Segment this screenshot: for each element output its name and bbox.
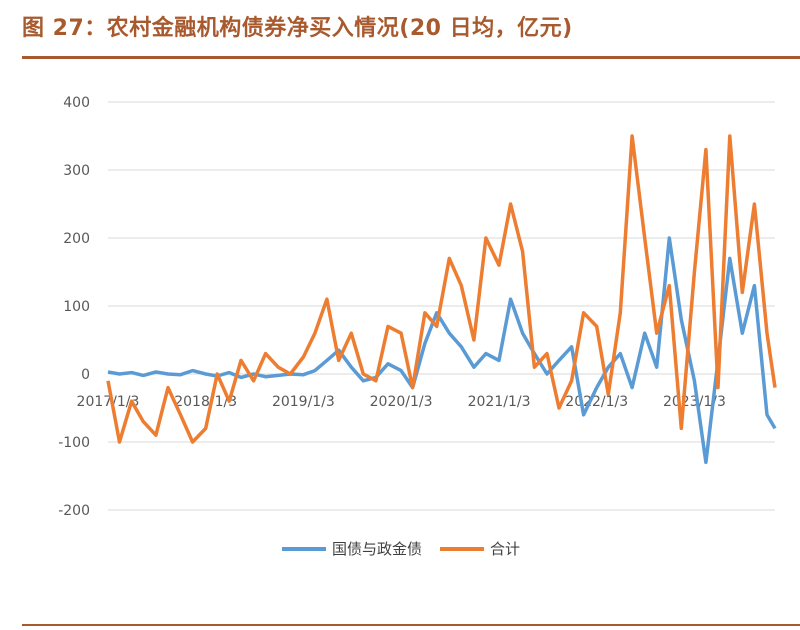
x-tick-label: 2020/1/3 bbox=[370, 394, 433, 410]
y-tick-label: -100 bbox=[58, 435, 90, 451]
figure-title: 图 27：农村金融机构债券净买入情况(20 日均，亿元) bbox=[22, 16, 573, 41]
legend: 国债与政金债 合计 bbox=[282, 538, 538, 559]
legend-item-gov-policy-bonds: 国债与政金债 bbox=[282, 538, 422, 559]
x-tick-label: 2017/1/3 bbox=[77, 394, 140, 410]
gridlines bbox=[108, 101, 775, 511]
legend-label-gov-policy-bonds: 国债与政金债 bbox=[332, 540, 423, 558]
series-lines bbox=[106, 134, 777, 465]
x-tick-label: 2019/1/3 bbox=[272, 394, 335, 410]
x-axis-tick-labels: 2017/1/3 2018/1/3 2019/1/3 2020/1/3 2021/1/3… bbox=[77, 394, 726, 410]
y-tick-label: 0 bbox=[81, 367, 90, 383]
bottom-rule bbox=[22, 624, 800, 626]
x-tick-label: 2023/1/3 bbox=[663, 394, 726, 410]
x-tick-label: 2018/1/3 bbox=[174, 394, 237, 410]
y-tick-label: -200 bbox=[58, 503, 90, 519]
x-tick-label: 2021/1/3 bbox=[468, 394, 531, 410]
x-tick-label: 2022/1/3 bbox=[565, 394, 628, 410]
legend-label-total: 合计 bbox=[490, 540, 521, 558]
series-line-total bbox=[106, 134, 777, 444]
y-tick-label: 100 bbox=[63, 299, 90, 315]
title-underline bbox=[22, 56, 800, 59]
y-tick-label: 200 bbox=[63, 231, 90, 247]
legend-item-total: 合计 bbox=[440, 538, 520, 559]
y-tick-label: 400 bbox=[63, 95, 90, 111]
y-tick-label: 300 bbox=[63, 163, 90, 179]
y-axis-tick-labels: 400 300 200 100 0 -100 -200 bbox=[58, 95, 90, 519]
legend-swatch-orange bbox=[440, 546, 485, 551]
legend-swatch-blue bbox=[282, 546, 326, 551]
